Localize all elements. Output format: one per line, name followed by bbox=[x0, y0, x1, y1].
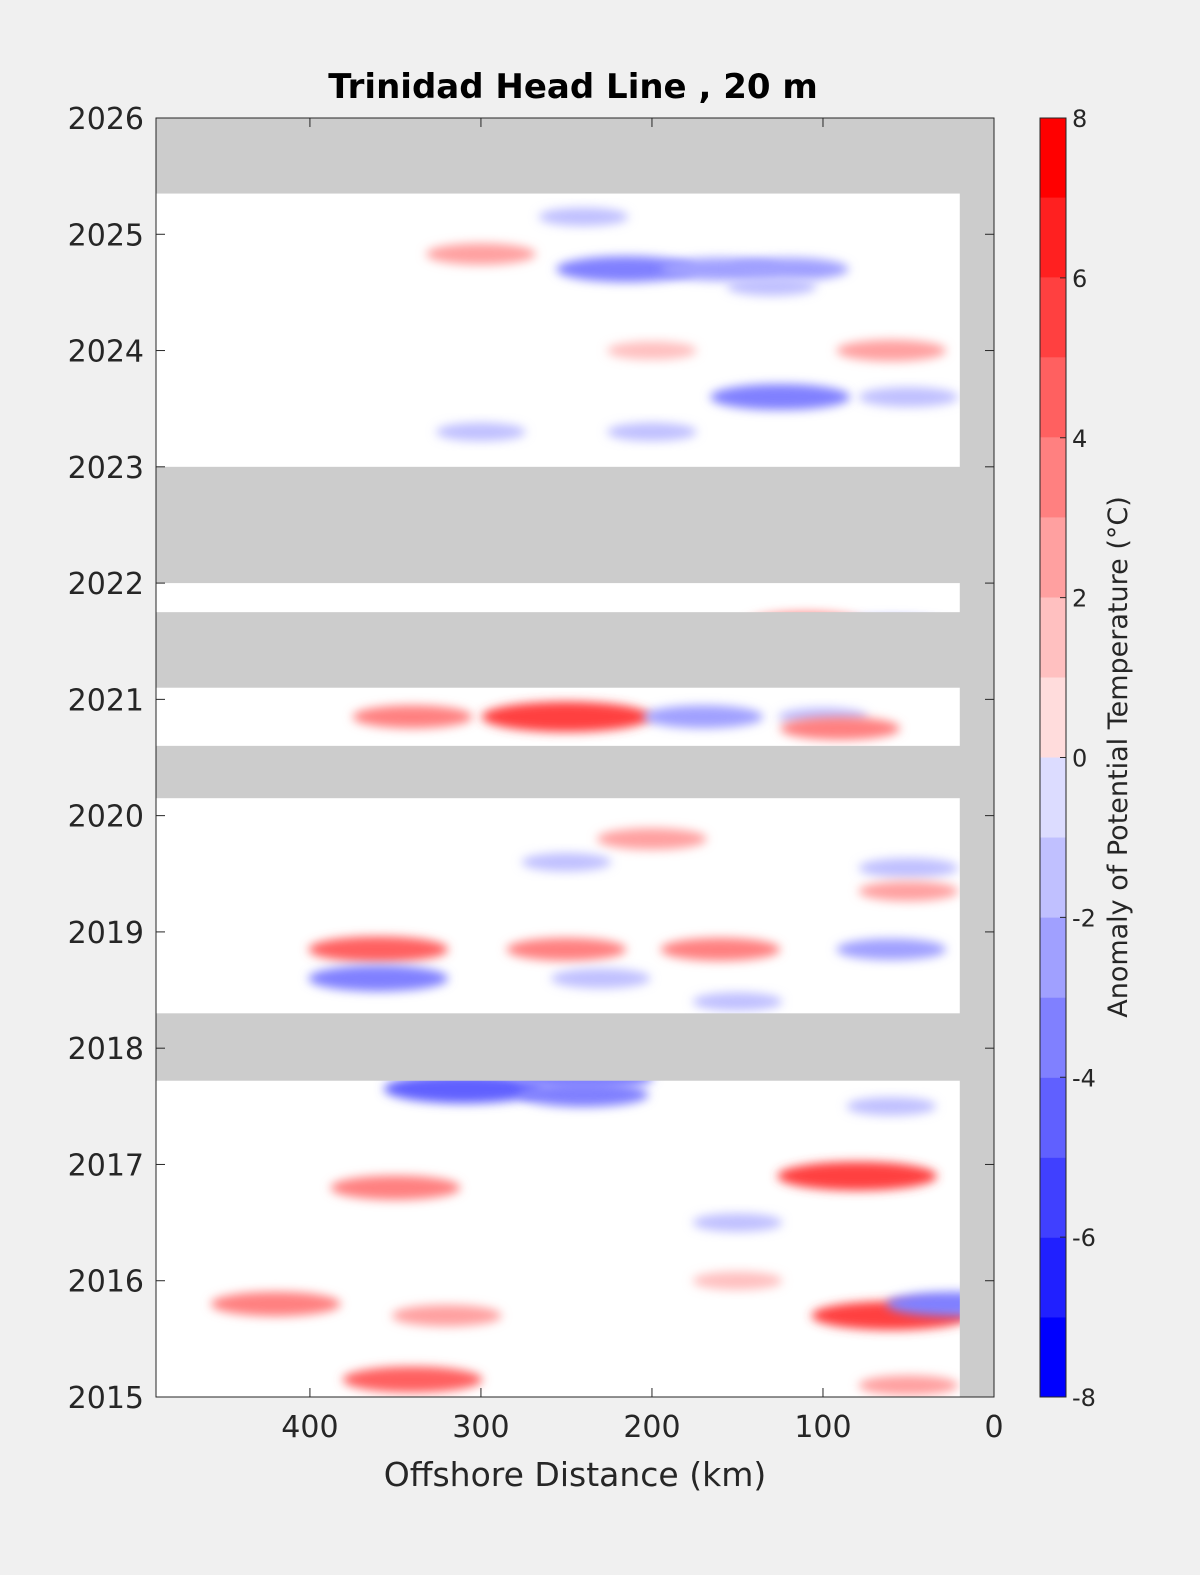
chart-title: Trinidad Head Line , 20 m bbox=[328, 67, 818, 107]
x-axis-label: Offshore Distance (km) bbox=[384, 1455, 766, 1494]
colorbar-tick-label: -4 bbox=[1072, 1064, 1096, 1092]
colorbar-bin bbox=[1040, 277, 1066, 358]
anomaly-feature-0 bbox=[538, 207, 629, 227]
colorbar-bin bbox=[1040, 997, 1066, 1078]
anomaly-feature-5 bbox=[726, 277, 817, 296]
colorbar-tick-label: 4 bbox=[1072, 425, 1087, 453]
anomaly-feature-35 bbox=[330, 1175, 461, 1200]
no-data-region-1 bbox=[156, 466, 994, 584]
anomaly-feature-22 bbox=[858, 881, 959, 902]
y-tick-label: 2018 bbox=[68, 1032, 144, 1067]
y-axis: 2015 2016 2017 2018 2019 2020 2021 2022 2023 2024… bbox=[68, 102, 994, 1416]
colorbar-tick-label: -6 bbox=[1072, 1224, 1096, 1252]
anomaly-feature-20 bbox=[521, 852, 612, 872]
plot-area bbox=[156, 118, 994, 1397]
anomaly-feature-15 bbox=[352, 705, 473, 729]
anomaly-feature-9 bbox=[858, 387, 959, 408]
colorbar-tick-label: 8 bbox=[1072, 105, 1087, 133]
anomaly-feature-26 bbox=[836, 938, 947, 961]
colorbar-bin bbox=[1040, 1317, 1066, 1397]
colorbar-tick-label: -2 bbox=[1072, 904, 1096, 932]
anomaly-feature-4 bbox=[728, 257, 849, 281]
anomaly-feature-41 bbox=[210, 1291, 341, 1317]
colorbar-bin bbox=[1040, 357, 1066, 438]
anomaly-feature-37 bbox=[692, 1271, 783, 1290]
colorbar-bin bbox=[1040, 677, 1066, 758]
colorbar-bin bbox=[1040, 917, 1066, 998]
colorbar-bin bbox=[1040, 1237, 1066, 1318]
y-tick-label: 2024 bbox=[68, 335, 144, 370]
anomaly-feature-23 bbox=[308, 936, 449, 963]
x-tick-label: 100 bbox=[794, 1410, 851, 1445]
x-axis: 400 300 200 100 0 bbox=[281, 118, 1004, 1445]
colorbar bbox=[1039, 117, 1067, 1398]
colorbar-tick-label: 2 bbox=[1072, 585, 1087, 613]
x-tick-label: 0 bbox=[984, 1410, 1003, 1445]
colorbar-tick-label: 6 bbox=[1072, 265, 1087, 293]
nodata-layer bbox=[156, 118, 994, 1397]
anomaly-feature-34 bbox=[777, 1161, 938, 1191]
anomaly-feature-27 bbox=[308, 965, 449, 992]
no-data-region-4 bbox=[156, 1013, 994, 1081]
x-tick-label: 400 bbox=[281, 1410, 338, 1445]
anomaly-feature-19 bbox=[596, 828, 707, 850]
y-tick-label: 2016 bbox=[68, 1265, 144, 1300]
colorbar-bin bbox=[1040, 517, 1066, 598]
plot-frame bbox=[155, 117, 995, 1398]
y-tick-label: 2015 bbox=[68, 1381, 144, 1416]
colorbar-bin bbox=[1040, 1157, 1066, 1238]
anomaly-feature-30 bbox=[383, 1074, 544, 1104]
anomaly-feature-25 bbox=[660, 937, 781, 961]
anomaly-feature-2 bbox=[556, 256, 697, 283]
anomaly-feature-42 bbox=[342, 1366, 483, 1393]
colorbar-label: Anomaly of Potential Temperature (°C) bbox=[1103, 496, 1134, 1018]
anomaly-feature-18 bbox=[780, 716, 901, 740]
y-tick-label: 2021 bbox=[68, 683, 144, 718]
anomaly-feature-6 bbox=[606, 341, 697, 360]
anomaly-feature-11 bbox=[606, 422, 697, 442]
x-tick-label: 300 bbox=[452, 1410, 509, 1445]
colorbar-bin bbox=[1040, 118, 1066, 198]
anomaly-feature-8 bbox=[710, 384, 851, 411]
anomaly-feature-29 bbox=[692, 992, 783, 1011]
anomaly-feature-43 bbox=[858, 1375, 959, 1396]
colorbar-ticks: -8 -6 -4 -2 0 2 4 6 8 bbox=[1060, 105, 1096, 1412]
anomaly-feature-16 bbox=[643, 705, 764, 729]
y-tick-label: 2022 bbox=[68, 567, 144, 602]
colorbar-tick-label: -8 bbox=[1072, 1384, 1096, 1412]
anomaly-feature-24 bbox=[506, 937, 627, 961]
anomaly-feature-40 bbox=[886, 1291, 994, 1317]
anomaly-feature-33 bbox=[846, 1097, 937, 1116]
anomaly-feature-21 bbox=[858, 857, 959, 878]
anomaly-feature-38 bbox=[391, 1304, 502, 1327]
anomaly-feature-7 bbox=[836, 339, 947, 362]
anomaly-feature-36 bbox=[692, 1213, 783, 1232]
no-data-region-5 bbox=[959, 118, 994, 1397]
no-data-region-0 bbox=[156, 118, 994, 194]
anomaly-feature-28 bbox=[550, 968, 651, 989]
y-tick-label: 2026 bbox=[68, 102, 144, 137]
no-data-region-3 bbox=[156, 745, 994, 799]
y-tick-label: 2019 bbox=[68, 916, 144, 951]
y-tick-label: 2020 bbox=[68, 800, 144, 835]
x-tick-label: 200 bbox=[623, 1410, 680, 1445]
anomaly-feature-10 bbox=[435, 422, 526, 442]
colorbar-bin bbox=[1040, 1077, 1066, 1158]
colorbar-bin bbox=[1040, 757, 1066, 838]
colorbar-bin bbox=[1040, 837, 1066, 918]
anomaly-feature-14 bbox=[481, 701, 652, 733]
no-data-region-2 bbox=[156, 612, 994, 688]
colorbar-bin bbox=[1040, 437, 1066, 518]
colorbar-bin bbox=[1040, 597, 1066, 678]
colorbar-bin bbox=[1040, 197, 1066, 278]
y-tick-label: 2017 bbox=[68, 1148, 144, 1183]
y-tick-label: 2025 bbox=[68, 218, 144, 253]
anomaly-feature-1 bbox=[425, 243, 536, 265]
colorbar-tick-label: 0 bbox=[1072, 745, 1087, 773]
y-tick-label: 2023 bbox=[68, 451, 144, 486]
